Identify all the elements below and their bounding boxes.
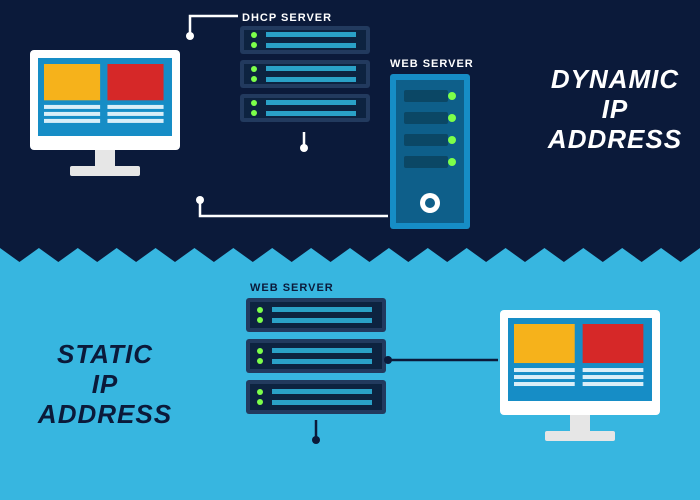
web-server-label-top: WEB SERVER bbox=[390, 58, 474, 70]
dhcp-server-label: DHCP SERVER bbox=[242, 12, 332, 24]
dhcp-server-icon bbox=[240, 26, 370, 122]
web-server-tower-icon bbox=[390, 74, 470, 229]
web-server-stack-icon bbox=[246, 298, 386, 414]
dynamic-ip-title: DYNAMICIPADDRESS bbox=[530, 65, 700, 155]
web-server-label-bottom: WEB SERVER bbox=[250, 282, 334, 294]
static-ip-title: STATICIPADDRESS bbox=[20, 340, 190, 430]
